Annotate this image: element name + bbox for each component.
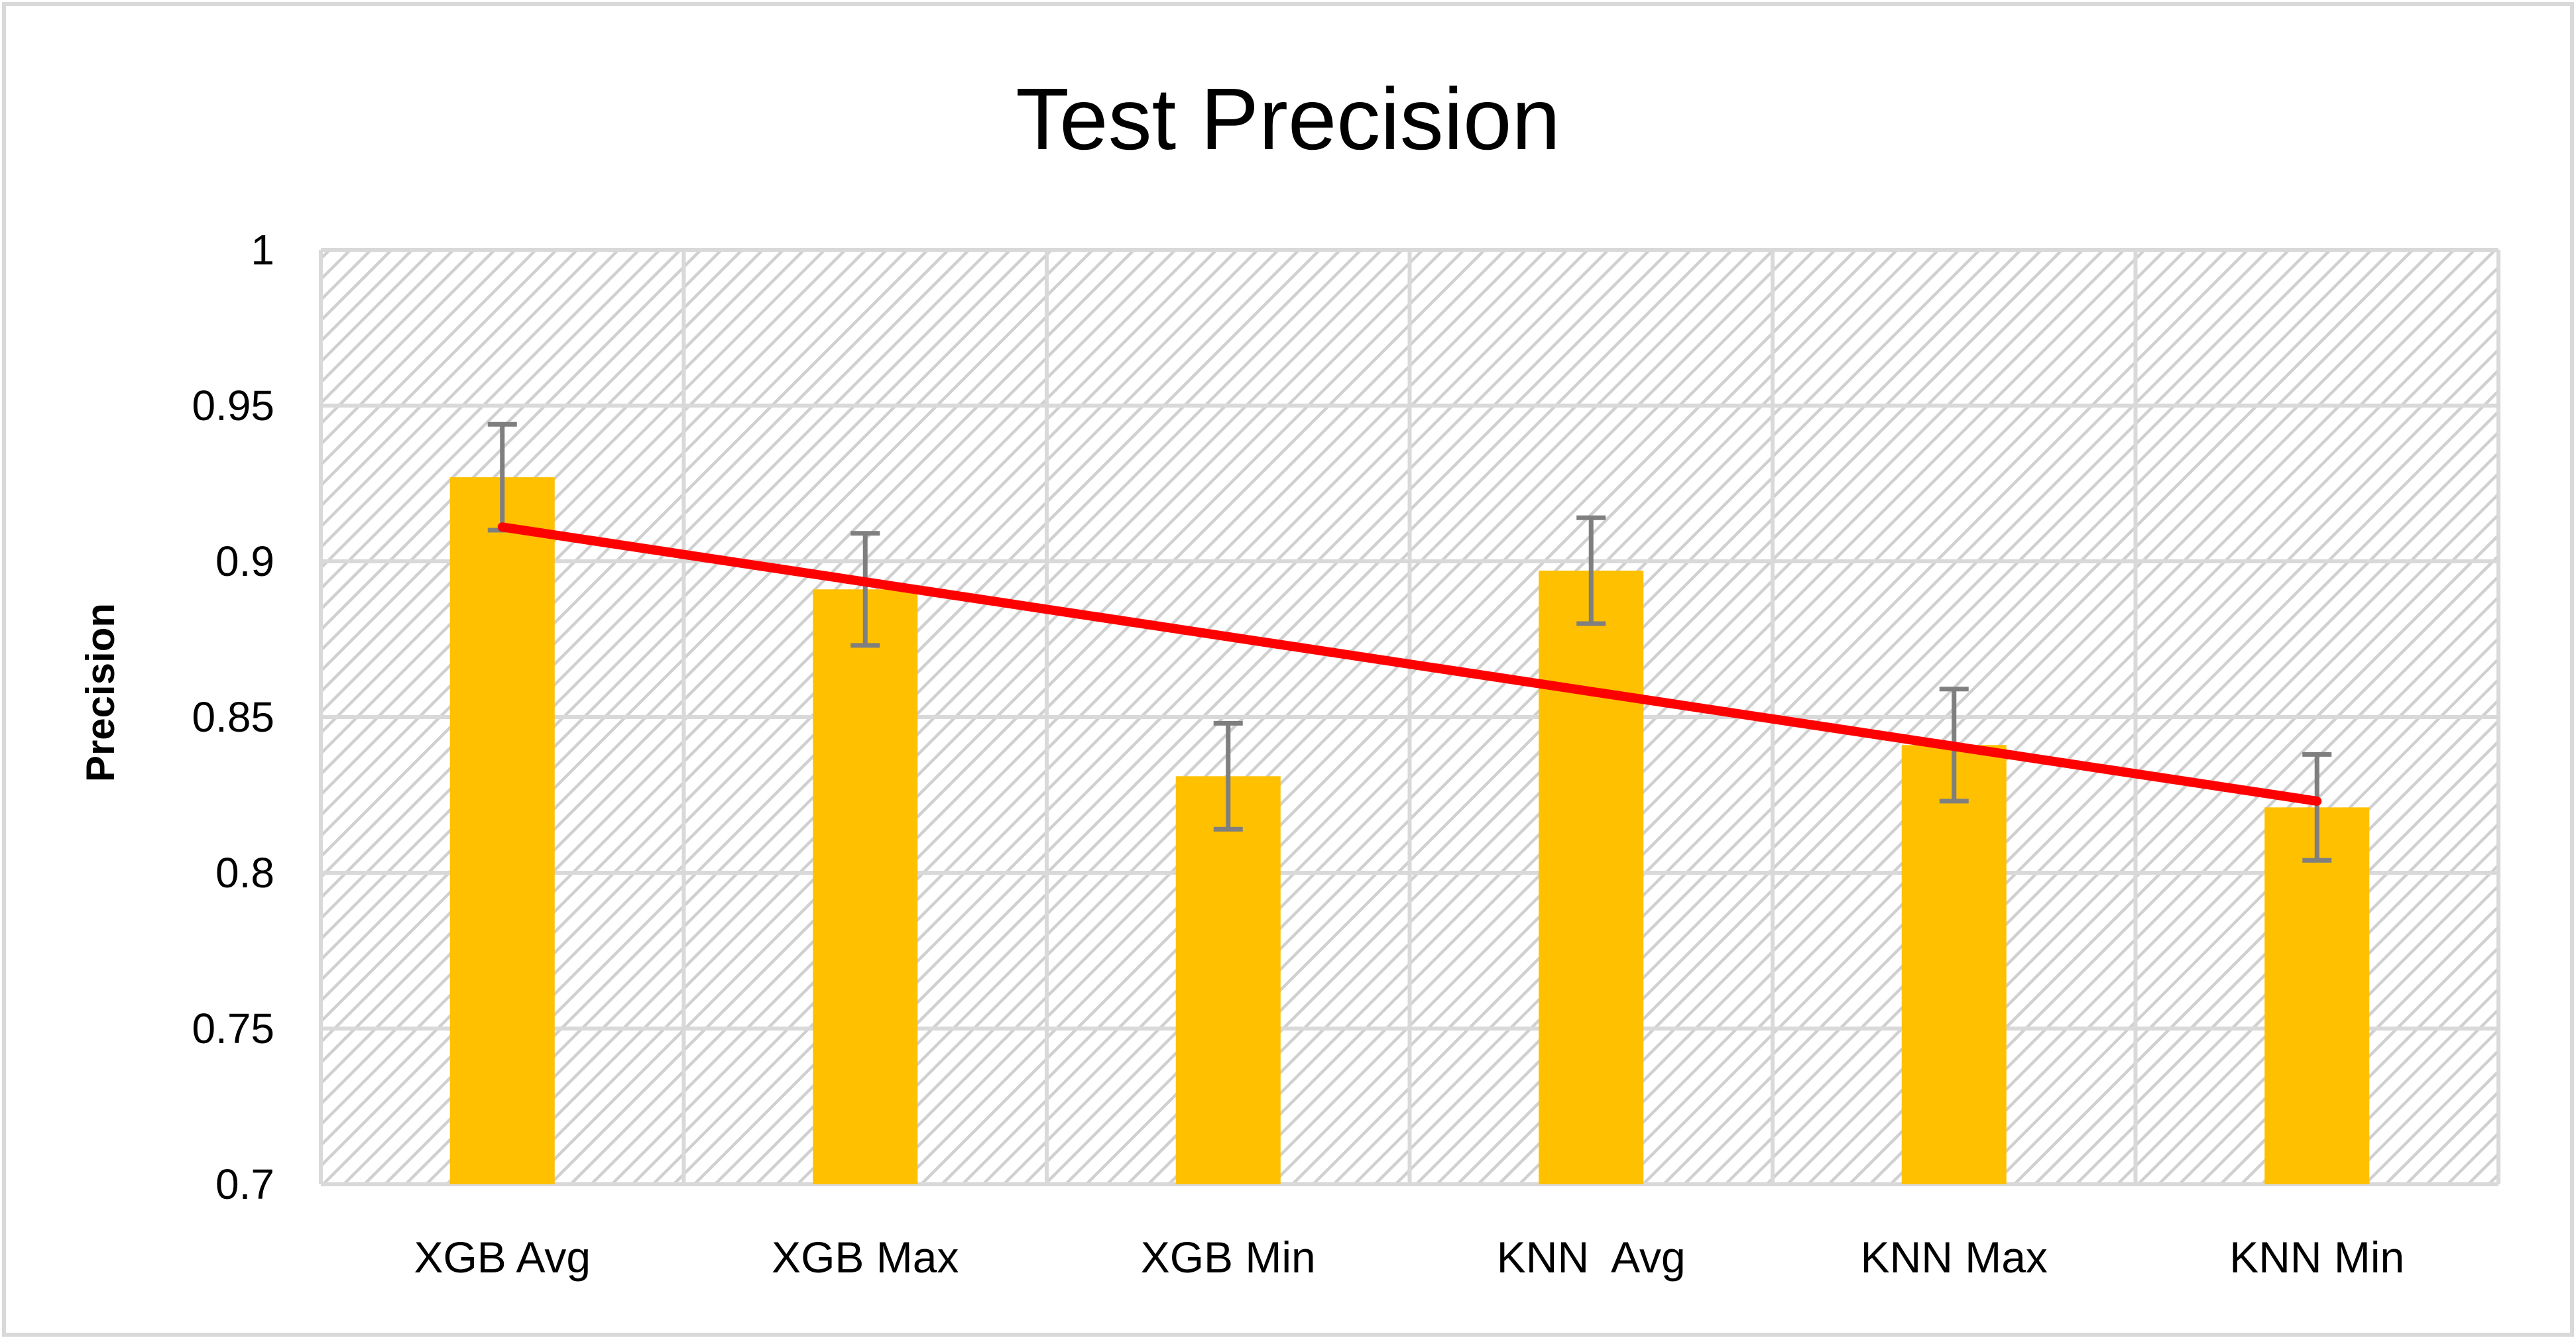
x-category-label: KNN Min bbox=[2229, 1233, 2404, 1282]
y-tick-label: 0.9 bbox=[215, 537, 274, 585]
y-axis-label: Precision bbox=[78, 603, 123, 782]
x-category-label: KNN Avg bbox=[1497, 1233, 1686, 1282]
bar bbox=[1539, 571, 1644, 1184]
bar bbox=[813, 589, 918, 1184]
bars bbox=[449, 477, 2370, 1184]
x-category-label: XGB Max bbox=[772, 1233, 959, 1282]
trendline bbox=[497, 522, 2322, 806]
error-bar bbox=[1213, 720, 1243, 832]
y-tick-label: 0.85 bbox=[192, 693, 274, 741]
x-category-label: XGB Min bbox=[1141, 1233, 1316, 1282]
y-tick-label: 0.8 bbox=[215, 849, 274, 897]
error-bar bbox=[1576, 515, 1606, 626]
bar bbox=[1901, 745, 2007, 1184]
bar bbox=[1175, 776, 1281, 1184]
error-bars bbox=[487, 421, 2332, 863]
y-axis-ticks: 0.7 0.75 0.8 0.85 0.9 0.95 1 bbox=[192, 226, 274, 1208]
y-tick-label: 0.7 bbox=[215, 1160, 274, 1208]
trendline-line bbox=[497, 522, 2322, 806]
y-tick-label: 0.75 bbox=[192, 1005, 274, 1052]
y-tick-label: 1 bbox=[251, 226, 274, 274]
chart-title: Test Precision bbox=[1016, 70, 1560, 168]
x-category-label: XGB Avg bbox=[414, 1233, 591, 1282]
error-bar bbox=[2302, 752, 2332, 863]
x-axis-categories: XGB Avg XGB Max XGB Min KNN Avg KNN Max KNN M… bbox=[414, 1233, 2404, 1282]
bar bbox=[449, 477, 555, 1184]
grid-lines bbox=[319, 248, 2500, 1186]
x-category-label: KNN Max bbox=[1861, 1233, 2048, 1282]
error-bar bbox=[850, 531, 880, 648]
bar bbox=[2264, 807, 2370, 1184]
y-tick-label: 0.95 bbox=[192, 382, 274, 429]
